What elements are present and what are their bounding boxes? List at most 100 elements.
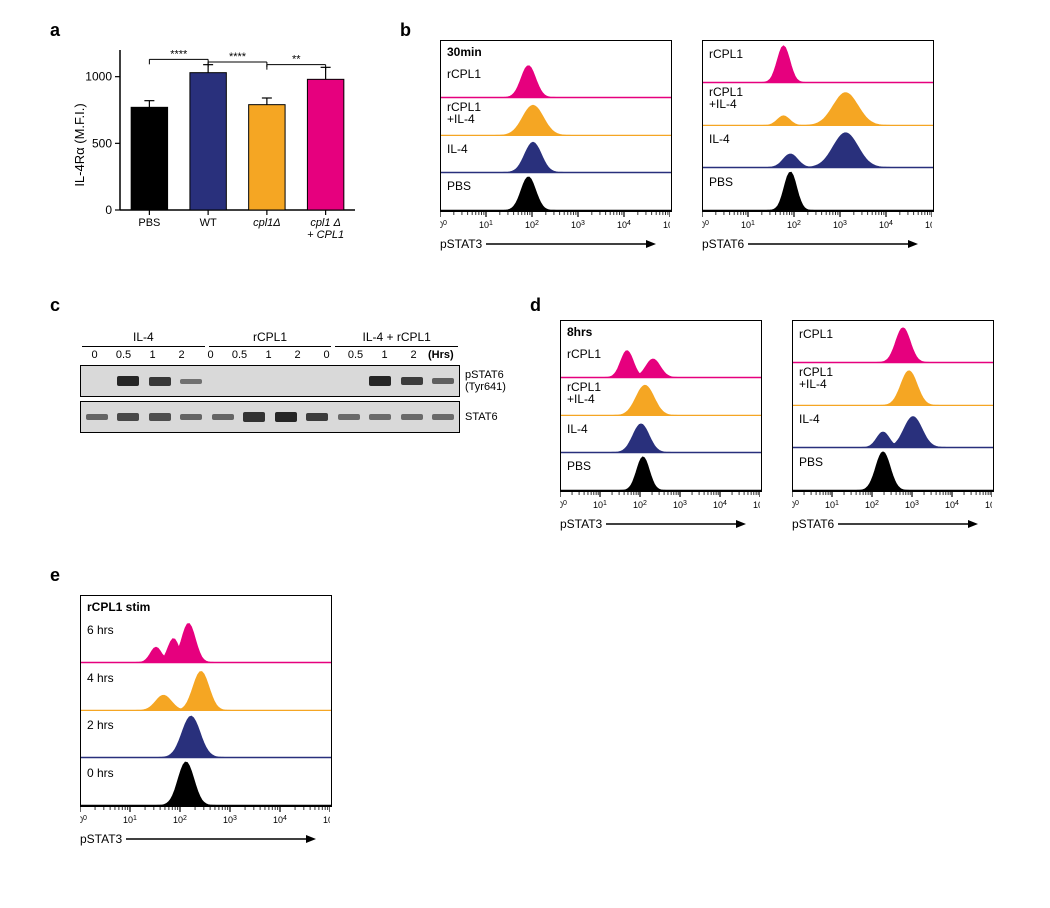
panel-b-right: rCPL1rCPL1+IL-4IL-4PBS 10010110210310410… [702,40,934,254]
svg-text:104: 104 [945,500,959,511]
histogram-row-label: 4 hrs [87,671,114,685]
wb-row-label: STAT6 [459,411,498,423]
histogram-row-label: PBS [567,459,591,473]
svg-text:100: 100 [80,815,87,826]
svg-text:104: 104 [879,220,893,231]
histogram-row-label: rCPL1+IL-4 [709,86,743,110]
panel-a-bar-chart: IL-4Rα (M.F.I.) 05001000PBSWTcpl1Δcpl1 Δ… [80,40,360,250]
svg-text:****: **** [170,48,188,60]
panel-label-e: e [50,565,60,586]
panel-b-left-xlabel: pSTAT3 [440,237,482,251]
panel-c-western-blot: IL-4rCPL1IL-4 + rCPL1 00.51200.51200.512… [80,330,460,433]
histogram-row: rCPL1 [561,341,761,380]
svg-text:105: 105 [663,220,670,231]
svg-text:103: 103 [905,500,919,511]
wb-timepoint: 2 [167,349,196,361]
wb-timepoint: 1 [370,349,399,361]
panel-e-xlabel: pSTAT3 [80,832,122,846]
panel-e: rCPL1 stim6 hrs4 hrs2 hrs0 hrs 100101102… [80,595,332,849]
svg-text:103: 103 [833,220,847,231]
histogram-row: rCPL1 [441,61,671,100]
svg-text:1000: 1000 [85,70,112,84]
svg-text:100: 100 [560,500,567,511]
svg-text:103: 103 [673,500,687,511]
svg-text:****: **** [229,51,247,63]
figure: a b c d e IL-4Rα (M.F.I.) 05001000PBSWTc… [20,20,1030,888]
histogram-row-label: 0 hrs [87,766,114,780]
histogram-title: rCPL1 stim [87,600,150,614]
wb-group-label: IL-4 + rCPL1 [335,330,458,347]
wb-timepoint: 0.5 [109,349,138,361]
wb-timepoint: 1 [138,349,167,361]
wb-lane: STAT6 [80,401,460,433]
panel-d-left-xlabel: pSTAT3 [560,517,602,531]
histogram-row: PBS [561,454,761,493]
svg-text:101: 101 [593,500,607,511]
histogram-row: PBS [441,174,671,213]
histogram-row: IL-4 [793,406,993,450]
histogram-row: IL-4 [441,136,671,175]
wb-timepoint: 0 [312,349,341,361]
wb-timepoint: 0.5 [341,349,370,361]
panel-label-c: c [50,295,60,316]
panel-d-left: 8hrsrCPL1rCPL1+IL-4IL-4PBS 1001011021031… [560,320,762,534]
histogram-row-label: PBS [709,175,733,189]
svg-text:105: 105 [753,500,760,511]
histogram-row-label: 2 hrs [87,718,114,732]
svg-text:cpl1 Δ: cpl1 Δ [310,217,341,229]
histogram-row-label: PBS [447,179,471,193]
histogram-row: 4 hrs [81,664,331,713]
panel-b: 30minrCPL1rCPL1+IL-4IL-4PBS 100101102103… [440,40,934,254]
svg-text:cpl1Δ: cpl1Δ [253,217,281,229]
histogram-row-label: PBS [799,455,823,469]
svg-text:103: 103 [223,815,237,826]
histogram-row-label: rCPL1+IL-4 [799,366,833,390]
panel-label-a: a [50,20,60,41]
histogram-row: rCPL1+IL-4 [441,99,671,138]
panel-d-right-xlabel: pSTAT6 [792,517,834,531]
histogram-row-label: 6 hrs [87,623,114,637]
wb-group-label: rCPL1 [209,330,332,347]
panel-b-left: 30minrCPL1rCPL1+IL-4IL-4PBS 100101102103… [440,40,672,254]
svg-text:100: 100 [792,500,799,511]
svg-text:101: 101 [825,500,839,511]
histogram-row: rCPL1+IL-4 [793,364,993,408]
panel-d-right: rCPL1 rCPL1+IL-4 IL-4 PBS 100 101 102 103 104 10… [792,320,994,534]
panel-a-ylabel: IL-4Rα (M.F.I.) [72,103,87,186]
svg-text:WT: WT [200,217,217,229]
histogram-row: PBS [703,169,933,213]
wb-timepoint: 1 [254,349,283,361]
histogram-row-label: rCPL1 [799,327,833,341]
panel-a-svg: 05001000PBSWTcpl1Δcpl1 Δ+ CPL1********** [80,40,360,250]
wb-timepoint: 0 [80,349,109,361]
panel-label-d: d [530,295,541,316]
svg-text:**: ** [292,54,301,66]
wb-time-unit: (Hrs) [428,349,460,361]
wb-timepoint: 0.5 [225,349,254,361]
histogram-row: rCPL1 [793,321,993,365]
wb-timepoint: 0 [196,349,225,361]
panel-b-right-xlabel: pSTAT6 [702,237,744,251]
wb-timepoint: 2 [399,349,428,361]
histogram-row-label: rCPL1 [447,67,481,81]
histogram-row-label: IL-4 [799,412,820,426]
panel-label-b: b [400,20,411,41]
svg-text:105: 105 [985,500,992,511]
svg-text:101: 101 [479,220,493,231]
wb-group-label: IL-4 [82,330,205,347]
histogram-row-label: rCPL1 [709,47,743,61]
histogram-row: 0 hrs [81,759,331,808]
wb-row-label: pSTAT6(Tyr641) [459,369,506,393]
svg-text:105: 105 [925,220,932,231]
svg-text:102: 102 [865,500,879,511]
svg-text:104: 104 [273,815,287,826]
histogram-row-label: rCPL1+IL-4 [567,381,601,405]
svg-text:500: 500 [92,136,112,150]
svg-text:103: 103 [571,220,585,231]
histogram-row: IL-4 [703,126,933,170]
svg-text:PBS: PBS [138,217,160,229]
histogram-row-label: IL-4 [709,132,730,146]
wb-timepoint: 2 [283,349,312,361]
svg-text:102: 102 [633,500,647,511]
histogram-row: 6 hrs [81,616,331,665]
